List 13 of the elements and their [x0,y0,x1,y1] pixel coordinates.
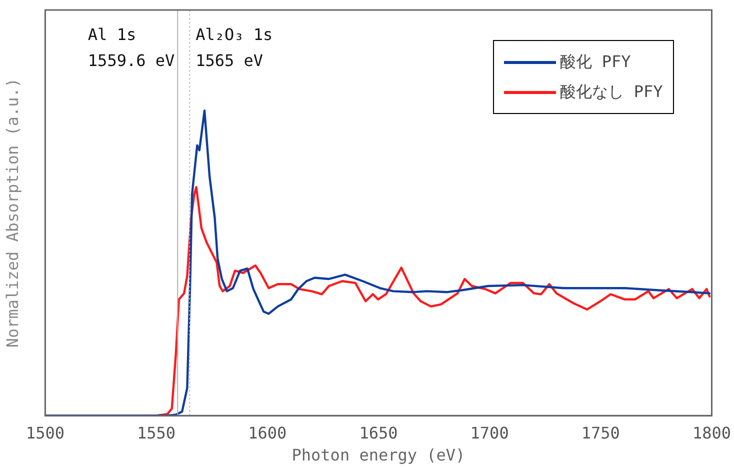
x-tick-label: 1750 [581,423,620,442]
x-tick-label: 1800 [692,423,731,442]
ref-line-label: Al 1s 1559.6 eV [88,25,175,70]
x-tick-label: 1700 [470,423,509,442]
legend-label: 酸化 PFY [560,52,631,72]
ref-line-label: Al₂O₃ 1s 1565 eV [196,25,273,70]
y-axis-title: Normalized Absorption (a.u.) [2,78,22,348]
x-tick-label: 1600 [248,423,287,442]
legend-label: 酸化なし PFY [560,82,663,102]
x-tick-label: 1550 [137,423,176,442]
x-axis-title: Photon energy (eV) [292,446,466,465]
x-tick-label: 1650 [359,423,398,442]
x-tick-label: 1500 [26,423,64,442]
